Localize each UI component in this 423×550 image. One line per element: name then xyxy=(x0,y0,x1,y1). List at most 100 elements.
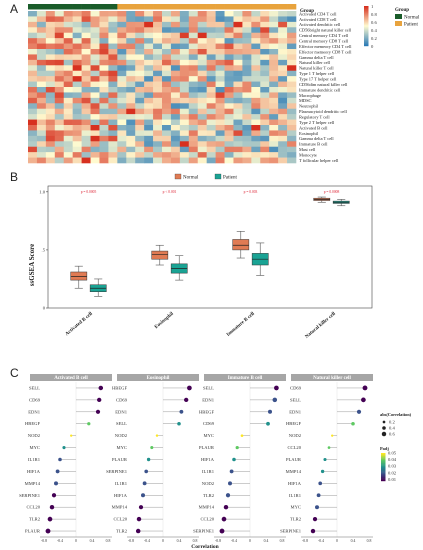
heatmap-cell xyxy=(90,97,100,104)
heatmap-cell xyxy=(260,27,270,34)
heatmap-cell xyxy=(215,108,225,115)
heatmap-cell xyxy=(72,16,82,23)
heatmap-cell xyxy=(45,70,56,77)
lollipop-point xyxy=(268,409,272,414)
group-annotation-cell xyxy=(206,4,216,10)
heatmap-cell xyxy=(90,43,100,50)
facet-gene-label: CCL20 xyxy=(26,505,40,510)
facet-gene-label: HIF1A xyxy=(114,493,128,498)
heatmap-cell xyxy=(269,97,279,104)
heatmap-cell xyxy=(81,76,91,82)
heatmap-cell xyxy=(28,87,38,93)
heatmap-cell xyxy=(188,54,199,61)
heatmap-cell xyxy=(126,141,136,148)
heatmap-cell xyxy=(117,97,127,104)
heatmap-cell xyxy=(45,141,56,148)
heatmap-cell xyxy=(126,43,136,50)
group-legend-normal-label: Normal xyxy=(404,16,420,21)
heatmap-cell xyxy=(162,157,172,164)
heatmap-cell xyxy=(206,38,216,44)
heatmap-cell xyxy=(260,135,270,142)
heatmap-cell xyxy=(188,65,199,72)
heatmap-cell xyxy=(54,125,65,131)
heatmap-cell xyxy=(54,38,65,44)
heatmap-cell xyxy=(179,21,190,28)
heatmap-cell xyxy=(144,141,154,148)
heatmap-cell xyxy=(233,54,243,61)
boxplot-box xyxy=(170,255,188,281)
heatmap-cell xyxy=(153,141,163,148)
heatmap-cell xyxy=(81,119,91,126)
heatmap-cell xyxy=(72,92,82,99)
heatmap-cell xyxy=(242,27,252,34)
size-legend-label: 0.4 xyxy=(389,426,395,431)
heatmap-cell xyxy=(197,92,207,99)
heatmap-cell xyxy=(224,152,234,158)
facet-gene-label: PLAUR xyxy=(199,445,215,450)
heatmap-cell xyxy=(117,114,127,120)
lollipop-point xyxy=(223,504,229,510)
facet-gene-label: CCL20 xyxy=(287,445,301,450)
group-annotation-label: Group xyxy=(300,9,314,14)
color-scale-step xyxy=(364,13,369,15)
heatmap-cell xyxy=(188,43,199,50)
heatmap-cell xyxy=(63,103,73,110)
heatmap-cell xyxy=(269,43,279,50)
heatmap-cell xyxy=(54,108,65,115)
heatmap-cell xyxy=(224,16,234,23)
heatmap-cell xyxy=(144,49,154,55)
heatmap-cell xyxy=(224,125,234,131)
size-legend-dot xyxy=(382,420,386,424)
heatmap-cell xyxy=(215,49,225,55)
heatmap-cell xyxy=(135,76,145,82)
heatmap-cell xyxy=(224,43,234,50)
facet-gene-label: PLAUR xyxy=(25,529,41,534)
heatmap-cell xyxy=(99,146,109,153)
heatmap-cell xyxy=(72,54,82,61)
heatmap-cell xyxy=(251,27,261,34)
group-annotation-cell xyxy=(28,4,38,10)
heatmap-row-label: Activated CD8 T cell xyxy=(299,17,337,22)
heatmap-cell xyxy=(153,146,163,153)
heatmap-row-label: Type 17 T helper cell xyxy=(299,76,337,81)
heatmap-cell xyxy=(81,146,91,153)
facet-gene-label: EDN1 xyxy=(115,409,127,414)
heatmap-cell xyxy=(179,38,190,44)
heatmap-cell xyxy=(287,81,297,88)
heatmap-cell xyxy=(179,92,190,99)
heatmap-cell xyxy=(215,16,225,23)
facet-gene-label: HIF1A xyxy=(201,457,215,462)
heatmap-cell xyxy=(99,130,109,137)
heatmap-cell xyxy=(99,70,109,77)
boxplot-pvalue: p = 0.0008 xyxy=(324,190,340,194)
heatmap-cell xyxy=(63,11,73,17)
lollipop-facet: Eosinophil HBEGF CD69 EDN1 SELL NOD2 MYC PLAUR S… xyxy=(106,374,199,543)
heatmap-cell xyxy=(144,81,154,88)
heatmap-cell xyxy=(153,65,163,72)
facet-x-tick-label: -0.4 xyxy=(318,539,324,543)
heatmap-cell xyxy=(242,97,252,104)
facet-gene-label: NOD2 xyxy=(28,433,41,438)
heatmap-cell xyxy=(144,92,154,99)
heatmap-cell xyxy=(233,11,243,17)
heatmap-cell xyxy=(215,114,225,120)
heatmap-cell xyxy=(251,32,261,39)
heatmap-cell xyxy=(170,70,181,77)
heatmap-cell xyxy=(63,59,73,66)
facet-gene-label: NOD2 xyxy=(115,433,128,438)
heatmap-cell xyxy=(117,108,127,115)
heatmap-cell xyxy=(251,70,261,77)
heatmap-cell xyxy=(54,92,65,99)
heatmap-cell xyxy=(188,157,199,164)
heatmap-cell xyxy=(135,87,145,93)
heatmap-cell xyxy=(54,65,65,72)
heatmap-cell xyxy=(144,130,154,137)
heatmap-cell xyxy=(206,16,216,23)
heatmap-cell xyxy=(206,49,216,55)
heatmap-cell xyxy=(260,43,270,50)
lollipop-point xyxy=(312,517,318,522)
heatmap-cell xyxy=(206,43,216,50)
heatmap-cell xyxy=(170,130,181,137)
facet-x-tick-label: 0.4 xyxy=(177,539,182,543)
heatmap-cell xyxy=(72,21,82,28)
